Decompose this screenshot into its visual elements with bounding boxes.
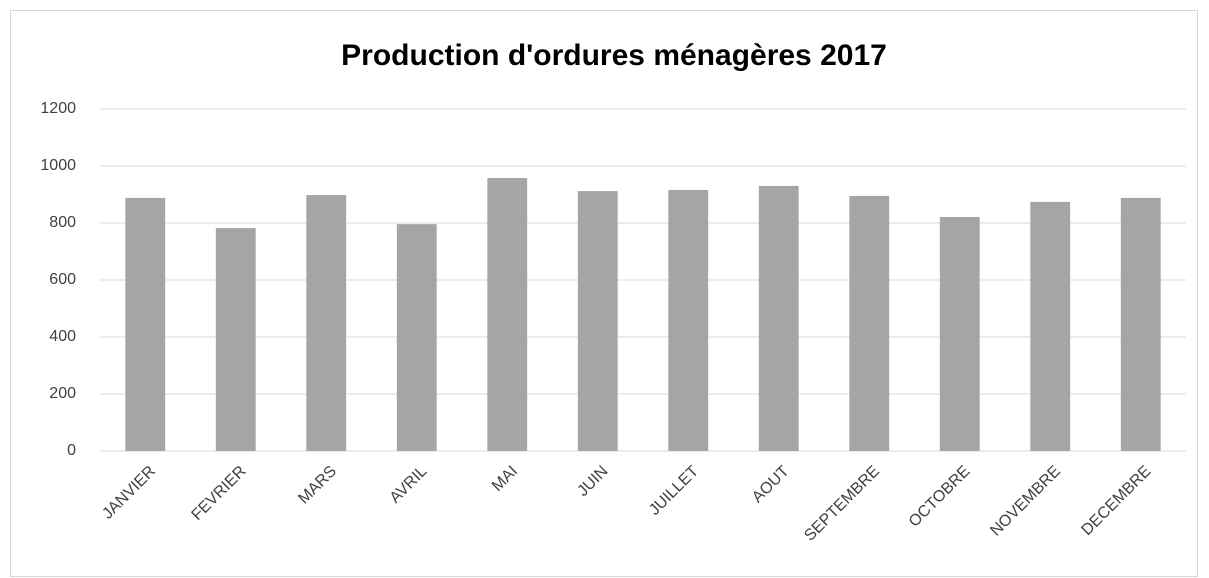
bar bbox=[1120, 197, 1161, 451]
bar bbox=[125, 197, 166, 451]
y-tick-label: 1200 bbox=[40, 100, 76, 117]
bar bbox=[487, 177, 528, 451]
y-tick-label: 0 bbox=[67, 442, 76, 459]
y-tick-label: 400 bbox=[49, 328, 76, 345]
bar bbox=[939, 217, 980, 451]
y-tick-label: 1000 bbox=[40, 157, 76, 174]
bar bbox=[215, 228, 256, 451]
bar bbox=[668, 189, 709, 451]
y-tick-label: 600 bbox=[49, 271, 76, 288]
chart-title: Production d'ordures ménagères 2017 bbox=[341, 39, 887, 72]
bar bbox=[577, 191, 618, 451]
y-tick-label: 800 bbox=[49, 214, 76, 231]
bar bbox=[396, 224, 437, 451]
y-tick-label: 200 bbox=[49, 385, 76, 402]
bar bbox=[758, 185, 799, 451]
bar bbox=[1030, 201, 1071, 451]
bar bbox=[849, 195, 890, 451]
bar bbox=[306, 195, 347, 451]
